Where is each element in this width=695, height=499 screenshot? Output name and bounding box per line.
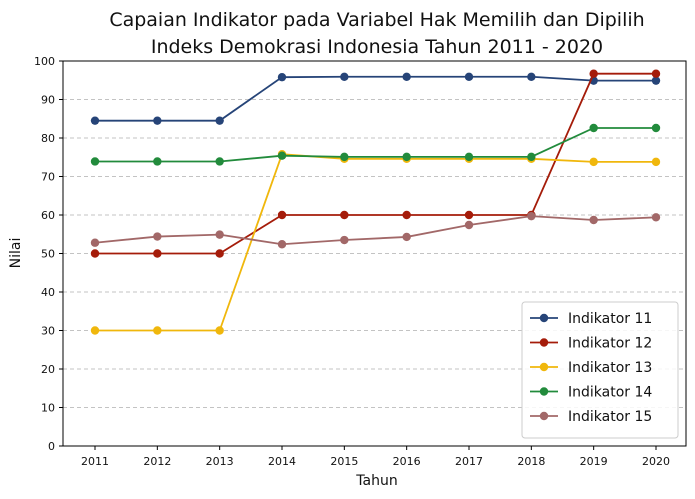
- data-point: [340, 72, 349, 81]
- data-point: [90, 116, 100, 125]
- data-point: [651, 157, 661, 167]
- data-point: [153, 249, 162, 258]
- y-tick-label: 90: [41, 94, 55, 107]
- legend-item: Indikator 13: [530, 360, 652, 376]
- legend-label: Indikator 11: [568, 311, 652, 327]
- data-point: [90, 157, 100, 166]
- data-point: [402, 210, 411, 220]
- data-point: [402, 232, 411, 242]
- data-point: [527, 211, 536, 221]
- legend-marker: [539, 362, 549, 372]
- legend-item: Indikator 14: [530, 385, 652, 401]
- data-point: [277, 210, 287, 220]
- data-point: [464, 72, 474, 81]
- data-point: [215, 157, 224, 166]
- x-axis-label: Tahun: [355, 473, 397, 489]
- legend-marker: [539, 411, 549, 421]
- data-point: [340, 152, 349, 162]
- legend-marker: [539, 338, 549, 347]
- chart-subtitle: Indeks Demokrasi Indonesia Tahun 2011 - …: [151, 36, 603, 58]
- y-tick-label: 40: [41, 286, 55, 299]
- legend-item: Indikator 11: [530, 311, 652, 327]
- legend-label: Indikator 14: [568, 385, 652, 401]
- y-tick-label: 60: [41, 209, 55, 222]
- series-2: [90, 69, 661, 258]
- series-4: [90, 123, 661, 166]
- x-tick-label: 2020: [642, 455, 670, 468]
- series-line: [94, 215, 657, 246]
- data-point: [277, 151, 287, 160]
- data-point: [340, 235, 349, 245]
- x-axis-ticks: 2011 2012 2013 2014 2015 2016 2017 2018 2019 2020: [81, 446, 670, 468]
- x-tick-label: 2018: [517, 455, 545, 468]
- data-point: [215, 326, 224, 335]
- data-point: [215, 116, 224, 125]
- data-point: [589, 69, 598, 78]
- data-point: [215, 249, 224, 258]
- y-tick-label: 50: [41, 248, 55, 261]
- y-tick-label: 20: [41, 363, 55, 376]
- data-point: [589, 215, 598, 225]
- data-point: [90, 326, 100, 335]
- data-point: [589, 123, 598, 133]
- data-point: [651, 69, 661, 78]
- data-point: [215, 230, 224, 239]
- data-point: [153, 157, 162, 166]
- y-tick-label: 10: [41, 402, 55, 415]
- data-point: [402, 72, 411, 81]
- data-point: [464, 152, 474, 162]
- chart-title: Capaian Indikator pada Variabel Hak Memi…: [109, 9, 644, 31]
- legend-box: [521, 301, 679, 439]
- y-axis-ticks: 0 10 20 30 40 50 60 70 80 90 100: [34, 55, 63, 453]
- legend-marker: [539, 313, 549, 323]
- data-point: [527, 152, 536, 162]
- legend-item: Indikator 12: [530, 336, 652, 352]
- y-tick-label: 0: [48, 440, 55, 453]
- x-tick-label: 2012: [143, 455, 171, 468]
- data-point: [464, 210, 474, 220]
- data-point: [277, 72, 287, 82]
- series-line: [95, 75, 656, 122]
- series-line: [95, 72, 656, 255]
- y-tick-label: 70: [41, 171, 55, 184]
- y-axis-label: Nilai: [8, 238, 24, 269]
- data-point: [464, 220, 474, 230]
- legend-label: Indikator 13: [568, 360, 652, 376]
- data-point: [277, 240, 287, 249]
- x-tick-label: 2016: [393, 455, 421, 468]
- y-tick-label: 100: [34, 55, 55, 68]
- series-line: [95, 127, 656, 163]
- y-tick-label: 80: [41, 132, 55, 145]
- data-point: [651, 76, 661, 85]
- data-point: [527, 72, 536, 81]
- legend-item: Indikator 15: [530, 409, 652, 425]
- x-tick-label: 2014: [268, 455, 296, 468]
- x-tick-label: 2011: [81, 455, 109, 468]
- data-point: [153, 116, 162, 125]
- legend: Indikator 11 Indikator 12 Indikator 13 Indi…: [521, 301, 679, 439]
- series-1: [90, 72, 661, 125]
- data-point: [90, 249, 100, 258]
- series-5: [90, 211, 661, 249]
- legend-label: Indikator 12: [568, 336, 652, 352]
- data-point: [340, 210, 349, 220]
- x-tick-label: 2017: [455, 455, 483, 468]
- legend-label: Indikator 15: [568, 409, 652, 425]
- data-point: [651, 123, 661, 133]
- series-line: [95, 153, 656, 332]
- series-lines: [90, 69, 661, 335]
- data-point: [402, 152, 411, 162]
- x-tick-label: 2015: [330, 455, 358, 468]
- data-point: [651, 213, 661, 222]
- data-point: [153, 232, 162, 241]
- x-tick-label: 2019: [580, 455, 608, 468]
- data-point: [90, 238, 100, 247]
- x-tick-label: 2013: [206, 455, 234, 468]
- y-tick-label: 30: [41, 325, 55, 338]
- legend-marker: [539, 387, 549, 396]
- data-point: [153, 326, 162, 335]
- data-point: [589, 157, 598, 167]
